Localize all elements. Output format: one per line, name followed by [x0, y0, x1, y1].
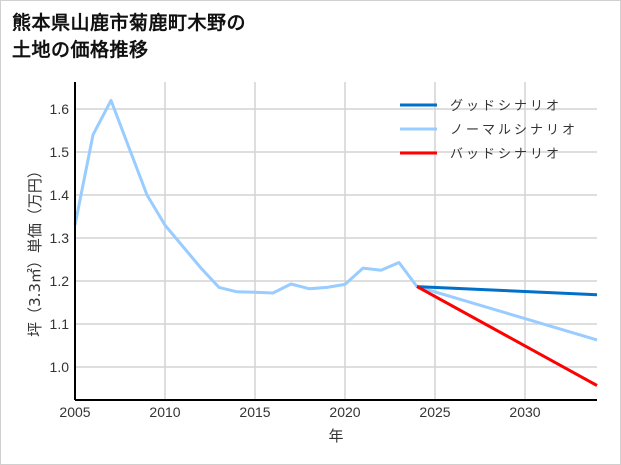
y-tick-label: 1.0	[50, 359, 70, 375]
y-tick-label: 1.3	[50, 230, 70, 246]
y-tick-label: 1.4	[50, 187, 70, 203]
x-tick-label: 2020	[329, 404, 360, 420]
x-axis-label: 年	[328, 427, 343, 445]
gridlines	[75, 82, 597, 400]
series-line	[416, 285, 598, 387]
x-tick-label: 2010	[149, 404, 180, 420]
x-tick-label: 2015	[239, 404, 270, 420]
x-tick-label: 2005	[59, 404, 90, 420]
x-tick-label: 2025	[419, 404, 450, 420]
series-line	[73, 98, 598, 342]
y-tick-label: 1.2	[50, 273, 70, 289]
series-line	[416, 285, 598, 297]
y-axis-label: 坪（3.3㎡）単価（万円）	[26, 163, 44, 337]
y-tick-label: 1.6	[50, 101, 70, 117]
y-tick-label: 1.1	[50, 316, 70, 332]
axes	[74, 82, 597, 401]
title-line-1: 熊本県山鹿市菊鹿町木野の	[12, 12, 247, 34]
chart-title: 熊本県山鹿市菊鹿町木野の 土地の価格推移	[12, 10, 246, 64]
tick-labels: 1.0 1.1 1.2 1.3 1.4 1.5 1.6 2005 2010 2015 2020 202…	[50, 101, 541, 420]
x-tick-label: 2030	[509, 404, 540, 420]
y-tick-label: 1.5	[50, 144, 70, 160]
title-line-2: 土地の価格推移	[12, 39, 149, 61]
legend-label: ノーマルシナリオ	[450, 123, 578, 138]
legend-label: グッドシナリオ	[450, 99, 562, 114]
series-lines	[73, 98, 598, 387]
legend-label: バッドシナリオ	[450, 147, 562, 162]
